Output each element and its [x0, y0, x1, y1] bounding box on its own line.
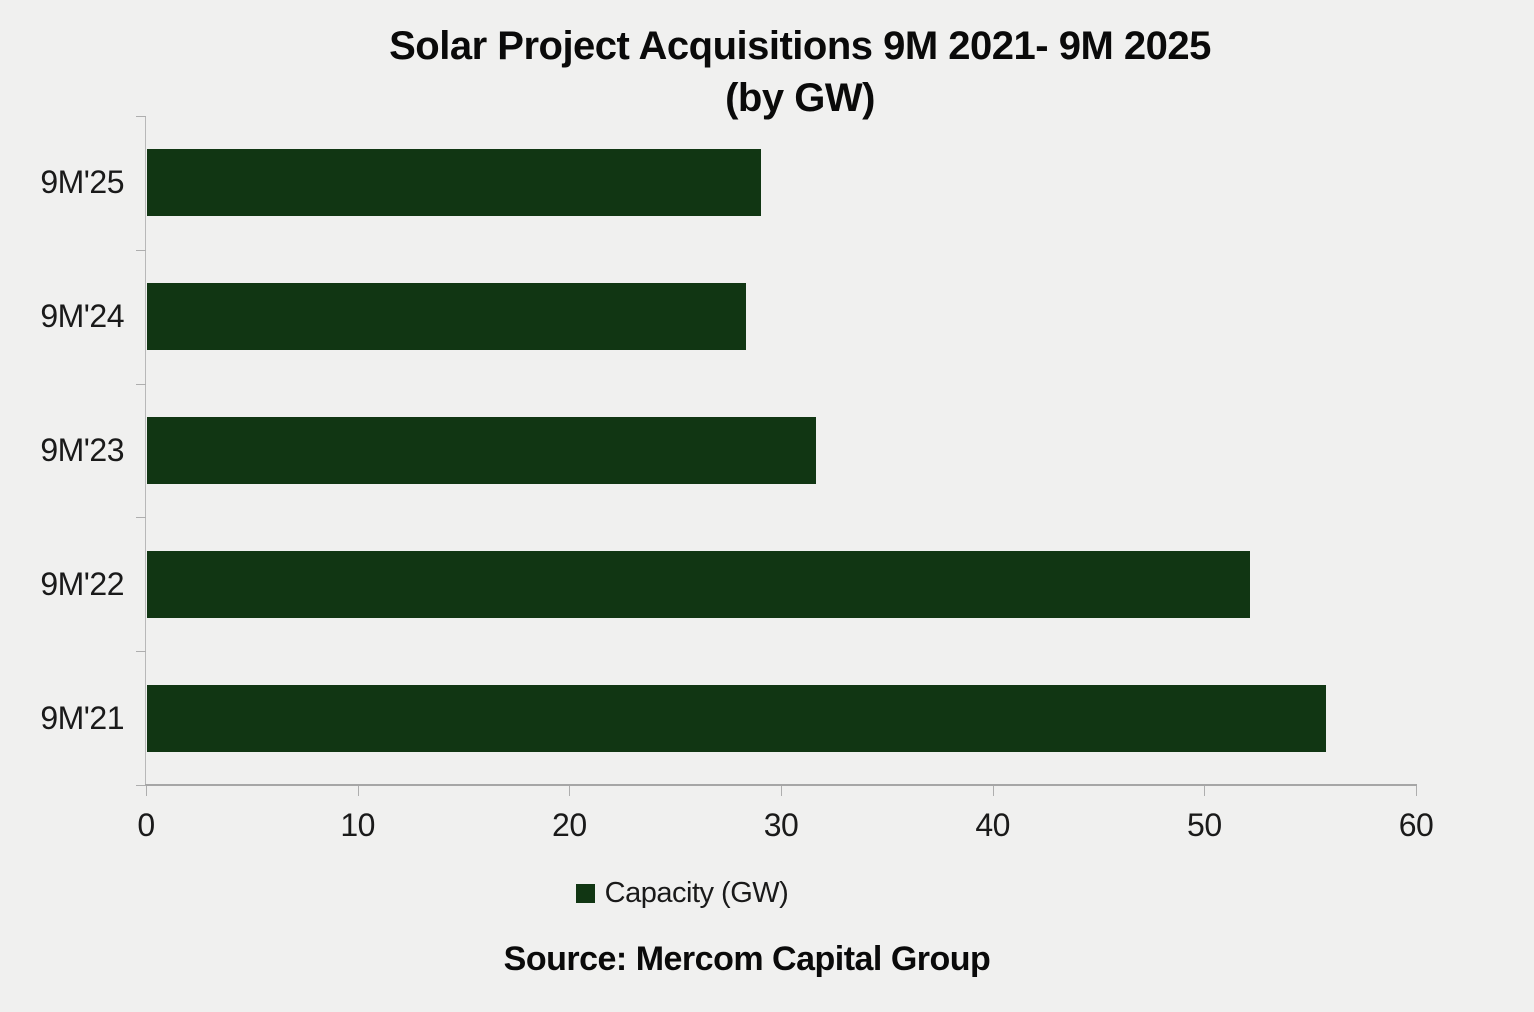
category-label: 9M'22	[40, 565, 124, 602]
x-tick-mark	[1416, 786, 1417, 796]
y-tick-mark	[136, 249, 146, 251]
x-tick-label: 30	[763, 807, 799, 843]
y-tick-mark	[136, 651, 146, 653]
x-tick-mark	[781, 786, 782, 796]
source-text: Source: Mercom Capital Group	[503, 940, 991, 978]
x-tick-mark	[357, 786, 359, 796]
y-tick-mark	[136, 785, 146, 786]
y-axis-line	[145, 116, 146, 786]
bar-9m23	[147, 417, 816, 484]
chart-title: Solar Project Acquisitions 9M 2021- 9M 2…	[66, 20, 1534, 124]
x-tick-label: 60	[1398, 807, 1434, 843]
bar-9m21	[147, 684, 1326, 752]
y-tick-mark	[136, 116, 146, 117]
bar-9m24	[147, 283, 747, 351]
legend-label: Capacity (GW)	[604, 876, 789, 909]
y-tick-mark	[136, 383, 146, 385]
legend: Capacity (GW)	[0, 872, 1364, 914]
x-tick-mark	[992, 786, 994, 796]
x-tick-mark	[1204, 786, 1206, 796]
x-tick-mark	[146, 786, 147, 796]
category-label: 9M'23	[40, 431, 124, 468]
legend-swatch-square-icon	[575, 883, 595, 903]
category-label: 9M'25	[40, 164, 124, 201]
x-tick-label: 50	[1187, 807, 1222, 843]
x-tick-mark	[569, 786, 571, 796]
category-label: 9M'21	[40, 699, 124, 736]
y-tick-mark	[136, 517, 146, 519]
chart-title-line2: (by GW)	[725, 76, 875, 120]
x-tick-label: 0	[137, 807, 155, 843]
x-tick-label: 40	[975, 807, 1010, 843]
category-label: 9M'24	[40, 298, 124, 335]
bar-9m25	[147, 149, 761, 217]
x-axis-line	[145, 784, 1417, 786]
bar-9m22	[147, 550, 1250, 618]
x-tick-label: 20	[552, 807, 587, 843]
x-tick-label: 10	[340, 807, 375, 843]
chart-title-line1: Solar Project Acquisitions 9M 2021- 9M 2…	[389, 24, 1211, 68]
